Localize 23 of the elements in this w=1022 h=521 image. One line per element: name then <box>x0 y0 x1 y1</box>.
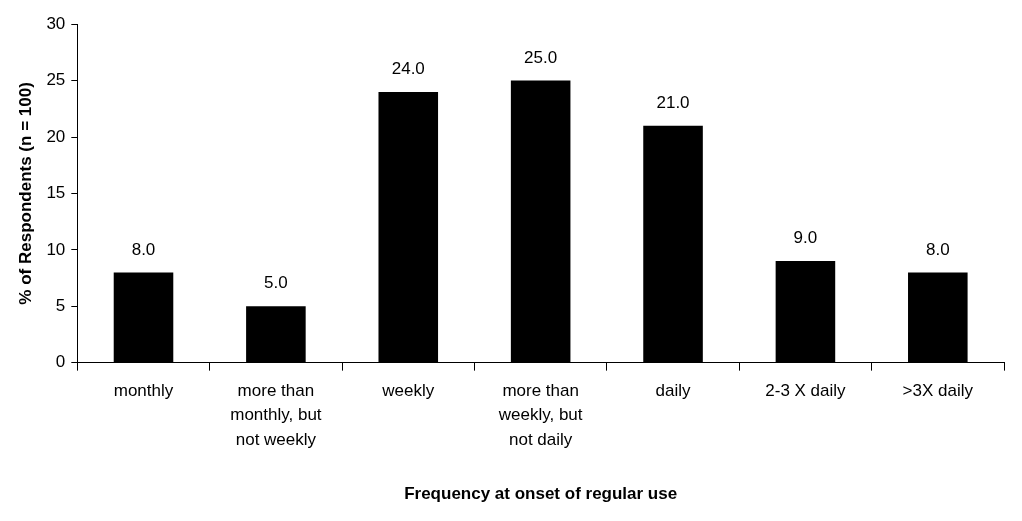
data-label: 8.0 <box>925 239 950 259</box>
x-tick-label: more than weekly, but not daily <box>497 380 583 449</box>
x-tick-label: >3X daily <box>902 380 974 400</box>
y-tick-label: 20 <box>46 126 66 146</box>
y-tick-label: 25 <box>46 70 66 90</box>
y-tick-label: 5 <box>55 295 66 315</box>
x-tick-label: monthly <box>113 380 174 400</box>
x-tick-label: 2-3 X daily <box>765 380 847 400</box>
x-tick-label: daily <box>655 380 692 400</box>
data-label: 21.0 <box>656 92 690 112</box>
y-tick-label: 10 <box>46 239 66 259</box>
x-tick-label: more than monthly, but not weekly <box>230 380 322 449</box>
y-tick-label: 15 <box>46 183 66 203</box>
data-label: 24.0 <box>391 59 425 79</box>
x-axis-title: Frequency at onset of regular use <box>404 484 678 504</box>
data-label: 8.0 <box>131 239 156 259</box>
y-tick-label: 0 <box>55 352 66 372</box>
x-tick-label: weekly <box>381 380 435 400</box>
data-label: 25.0 <box>524 47 558 67</box>
data-label: 5.0 <box>264 273 288 293</box>
data-label: 9.0 <box>793 228 818 248</box>
y-axis-title: % of Respondents (n = 100) <box>15 82 35 305</box>
y-tick-label: 30 <box>46 13 66 33</box>
